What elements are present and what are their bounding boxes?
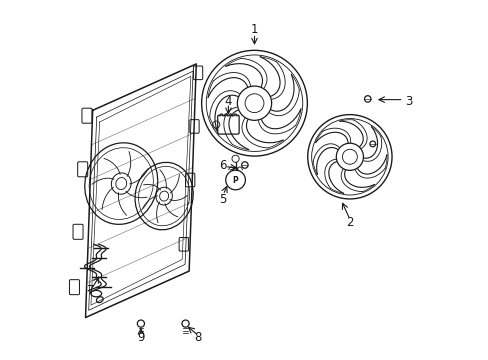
- Text: 3: 3: [404, 95, 412, 108]
- Text: 7: 7: [87, 284, 95, 297]
- Text: 9: 9: [137, 331, 144, 344]
- Text: 2: 2: [346, 216, 353, 229]
- Text: 8: 8: [194, 331, 202, 344]
- Text: P: P: [232, 176, 238, 185]
- Text: 5: 5: [219, 193, 226, 206]
- Text: 6: 6: [219, 159, 226, 172]
- Text: 1: 1: [250, 23, 258, 36]
- Text: 4: 4: [224, 95, 232, 108]
